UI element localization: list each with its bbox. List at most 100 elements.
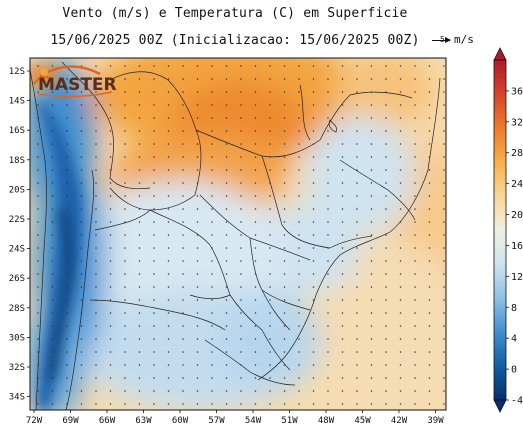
wind-vector-point (167, 390, 170, 392)
wind-vector-point (196, 65, 199, 67)
wind-vector-point (428, 117, 431, 119)
wind-vector-point (341, 338, 344, 340)
wind-vector-point (283, 78, 286, 80)
wind-vector-point (312, 143, 315, 145)
wind-vector-point (341, 104, 344, 106)
wind-vector-point (225, 377, 228, 379)
wind-vector-point (51, 91, 54, 93)
wind-vector-point (327, 364, 329, 366)
wind-vector-point (356, 286, 358, 288)
wind-vector-point (414, 299, 416, 301)
lat-tick-label: 28S (9, 304, 25, 314)
wind-vector-point (327, 143, 329, 145)
wind-vector-point (283, 390, 286, 392)
wind-vector-point (312, 221, 315, 223)
wind-vector-point (211, 143, 213, 145)
colorbar-tick-label: 32 (511, 117, 523, 128)
wind-vector-point (298, 156, 300, 158)
wind-vector-point (196, 338, 199, 340)
wind-vector-point (211, 247, 213, 249)
wind-vector-point (443, 403, 445, 405)
wind-vector-point (182, 130, 184, 132)
wind-vector-point (124, 234, 126, 236)
wind-vector-point (341, 390, 344, 392)
wind-vector-point (443, 65, 445, 67)
wind-vector-point (95, 325, 97, 327)
wind-vector-point (95, 338, 97, 340)
wind-vector-point (37, 403, 39, 405)
wind-vector-point (66, 182, 68, 184)
wind-vector-point (298, 390, 300, 392)
wind-vector-point (341, 208, 344, 210)
wind-vector-point (385, 182, 387, 184)
wind-vector-point (327, 182, 329, 184)
wind-vector-point (399, 390, 402, 392)
wind-vector-point (109, 312, 112, 314)
wind-vector-point (109, 260, 112, 262)
wind-vector-point (95, 403, 97, 405)
wind-vector-point (37, 351, 39, 353)
wind-vector-point (182, 182, 184, 184)
wind-vector-point (167, 221, 170, 223)
wind-vector-point (385, 169, 387, 171)
wind-vector-point (211, 273, 213, 275)
wind-vector-point (283, 182, 286, 184)
wind-vector-point (153, 364, 155, 366)
wind-vector-point (385, 390, 387, 392)
wind-vector-point (443, 299, 445, 301)
wind-vector-point (254, 65, 257, 67)
wind-reference-key: 5 m/s (432, 33, 474, 46)
wind-vector-point (269, 286, 271, 288)
wind-vector-point (370, 117, 373, 119)
wind-vector-point (66, 273, 68, 275)
wind-vector-point (240, 403, 242, 405)
wind-vector-point (138, 364, 141, 366)
wind-vector-point (428, 91, 431, 93)
wind-vector-point (95, 260, 97, 262)
wind-vector-point (428, 338, 431, 340)
wind-vector-point (356, 221, 358, 223)
wind-vector-point (66, 221, 68, 223)
wind-vector-point (443, 351, 445, 353)
wind-vector-point (254, 182, 257, 184)
wind-vector-point (196, 247, 199, 249)
wind-vector-point (269, 390, 271, 392)
wind-vector-point (80, 117, 83, 119)
wind-vector-point (240, 65, 242, 67)
wind-vector-point (240, 208, 242, 210)
wind-vector-point (51, 156, 54, 158)
wind-vector-point (283, 169, 286, 171)
wind-vector-point (225, 286, 228, 288)
wind-vector-point (312, 351, 315, 353)
wind-vector-point (327, 117, 329, 119)
wind-vector-point (66, 195, 68, 197)
wind-vector-point (370, 156, 373, 158)
wind-vector-point (167, 338, 170, 340)
wind-vector-point (51, 338, 54, 340)
wind-vector-point (66, 104, 68, 106)
wind-vector-point (428, 65, 431, 67)
wind-vector-point (327, 377, 329, 379)
wind-vector-point (312, 130, 315, 132)
wind-vector-point (124, 377, 126, 379)
wind-vector-point (196, 286, 199, 288)
wind-vector-point (182, 78, 184, 80)
wind-vector-point (95, 221, 97, 223)
wind-vector-point (312, 273, 315, 275)
wind-vector-point (428, 78, 431, 80)
wind-vector-point (399, 130, 402, 132)
wind-vector-point (327, 130, 329, 132)
wind-vector-point (370, 208, 373, 210)
wind-vector-point (298, 208, 300, 210)
wind-vector-point (153, 221, 155, 223)
wind-vector-point (225, 312, 228, 314)
wind-vector-point (428, 390, 431, 392)
wind-vector-point (428, 195, 431, 197)
wind-vector-point (254, 273, 257, 275)
wind-vector-point (428, 312, 431, 314)
wind-vector-point (298, 364, 300, 366)
wind-vector-point (225, 143, 228, 145)
wind-vector-point (167, 273, 170, 275)
wind-vector-point (196, 156, 199, 158)
wind-vector-point (225, 403, 228, 405)
